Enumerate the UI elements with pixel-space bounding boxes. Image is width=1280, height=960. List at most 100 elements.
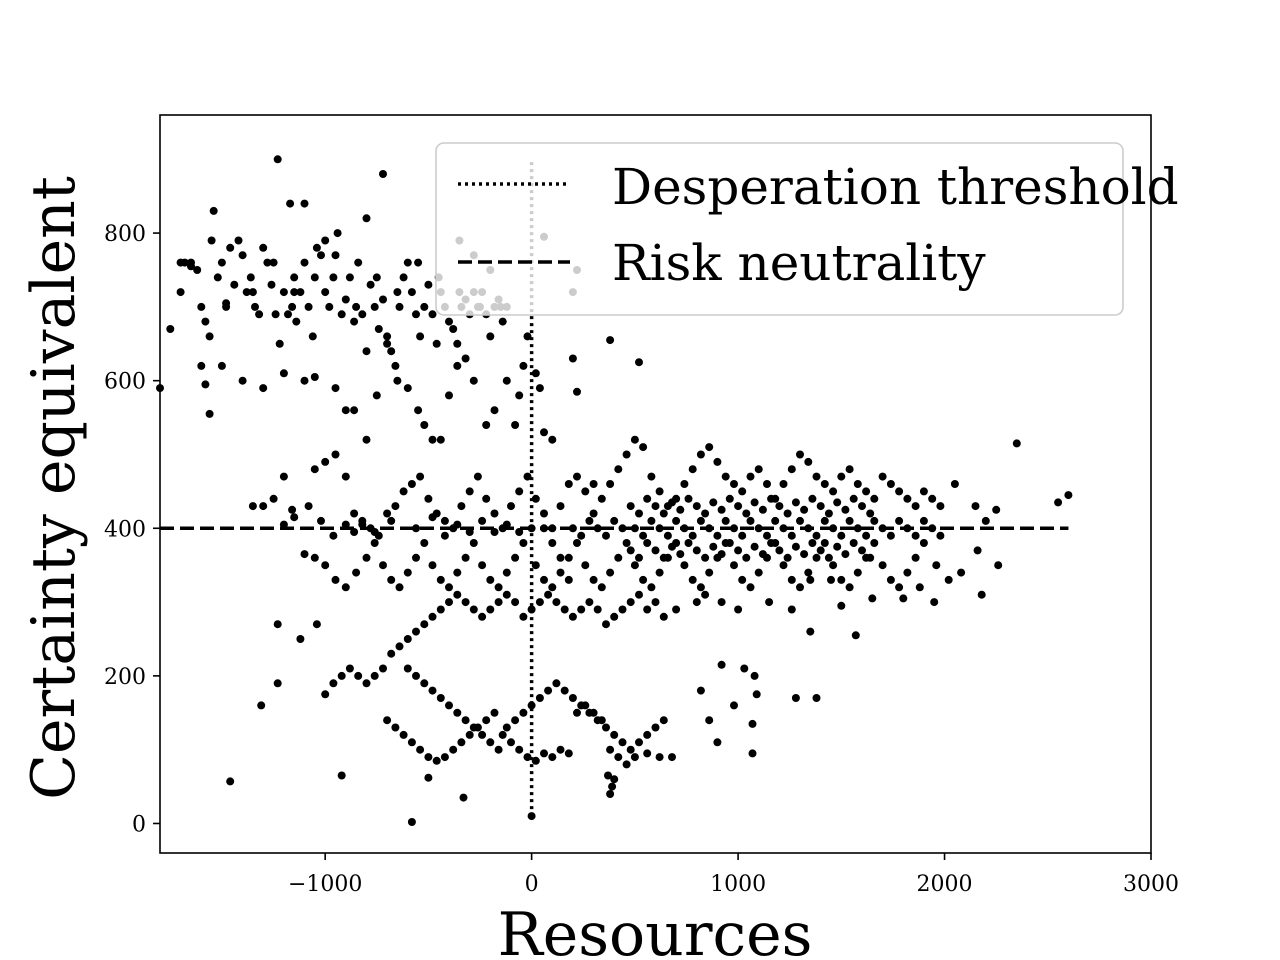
data-point: [668, 753, 676, 762]
data-point: [928, 524, 937, 533]
data-point: [341, 583, 350, 592]
data-point: [950, 480, 959, 488]
data-point: [837, 472, 846, 481]
data-point: [284, 310, 292, 319]
data-point: [548, 539, 557, 547]
data-point: [740, 664, 749, 673]
data-point: [730, 524, 738, 533]
x-tick-label: 3000: [1123, 872, 1179, 897]
data-point: [329, 679, 338, 688]
data-point: [273, 620, 282, 629]
data-point: [317, 251, 325, 260]
data-point: [845, 583, 854, 592]
data-point: [806, 575, 815, 584]
data-point: [589, 480, 598, 488]
data-point: [573, 539, 581, 547]
data-point: [696, 450, 705, 459]
data-point: [486, 738, 495, 747]
data-point: [333, 229, 342, 238]
data-point: [391, 502, 400, 511]
data-point: [494, 598, 503, 607]
data-point: [453, 520, 462, 529]
data-point: [217, 258, 226, 267]
data-point: [804, 524, 813, 533]
data-point: [622, 760, 631, 769]
data-point: [930, 598, 939, 607]
data-point: [329, 273, 338, 282]
data-point: [568, 354, 577, 363]
data-point: [746, 583, 755, 592]
plot-frame: [159, 114, 1152, 854]
data-point: [824, 509, 833, 518]
data-point: [568, 524, 577, 533]
data-point: [630, 753, 639, 762]
data-point: [919, 487, 928, 496]
data-point: [886, 575, 895, 584]
y-tick-label: 400: [104, 517, 146, 542]
data-point: [449, 745, 458, 754]
data-point: [754, 524, 763, 533]
data-point: [352, 568, 361, 577]
data-point: [465, 487, 474, 496]
data-point: [271, 310, 280, 319]
data-point: [350, 509, 359, 518]
data-point: [341, 520, 350, 529]
data-point: [383, 339, 392, 348]
legend-label-risk-neutrality: Risk neutrality: [612, 234, 986, 292]
data-point: [651, 598, 660, 607]
data-point: [643, 730, 652, 739]
data-point: [273, 679, 282, 688]
data-point: [701, 509, 710, 518]
data-point: [399, 487, 408, 496]
data-point: [824, 553, 833, 562]
data-point: [531, 369, 540, 378]
data-point: [321, 457, 330, 466]
data-point: [796, 516, 804, 525]
data-point: [321, 236, 330, 245]
data-point: [519, 612, 528, 621]
data-point: [251, 302, 259, 311]
data-point: [676, 550, 685, 559]
data-point: [713, 457, 722, 466]
data-point: [767, 539, 776, 547]
data-point: [370, 528, 379, 536]
data-point: [560, 605, 569, 614]
data-point: [775, 546, 784, 555]
data-point: [259, 243, 268, 252]
x-tick-label: −1000: [288, 872, 362, 897]
data-point: [630, 524, 639, 533]
data-point: [257, 701, 266, 710]
data-point: [420, 539, 429, 547]
data-point: [407, 480, 416, 488]
data-point: [296, 288, 305, 297]
data-point: [696, 583, 705, 592]
data-point: [787, 605, 796, 614]
data-point: [886, 480, 895, 488]
data-point: [379, 561, 387, 570]
data-point: [457, 502, 466, 511]
data-point: [936, 502, 945, 511]
data-point: [498, 317, 507, 326]
data-point: [903, 568, 912, 577]
data-point: [372, 391, 381, 400]
data-point: [527, 605, 536, 614]
data-point: [453, 339, 462, 348]
data-point: [341, 406, 350, 415]
data-point: [209, 206, 218, 215]
data-point: [461, 553, 470, 562]
data-point: [420, 302, 429, 311]
data-point: [428, 561, 437, 570]
data-point: [981, 516, 990, 525]
data-point: [663, 531, 672, 540]
data-point: [833, 498, 842, 507]
legend: Desperation threshold Risk neutrality: [435, 142, 1179, 316]
data-point: [992, 505, 1001, 514]
data-point: [573, 387, 581, 396]
data-point: [696, 516, 705, 525]
data-point: [606, 336, 615, 345]
data-point: [310, 273, 319, 282]
data-point: [932, 561, 941, 570]
legend-label-desperation: Desperation threshold: [612, 158, 1179, 216]
data-point: [412, 310, 420, 319]
data-point: [436, 575, 445, 584]
